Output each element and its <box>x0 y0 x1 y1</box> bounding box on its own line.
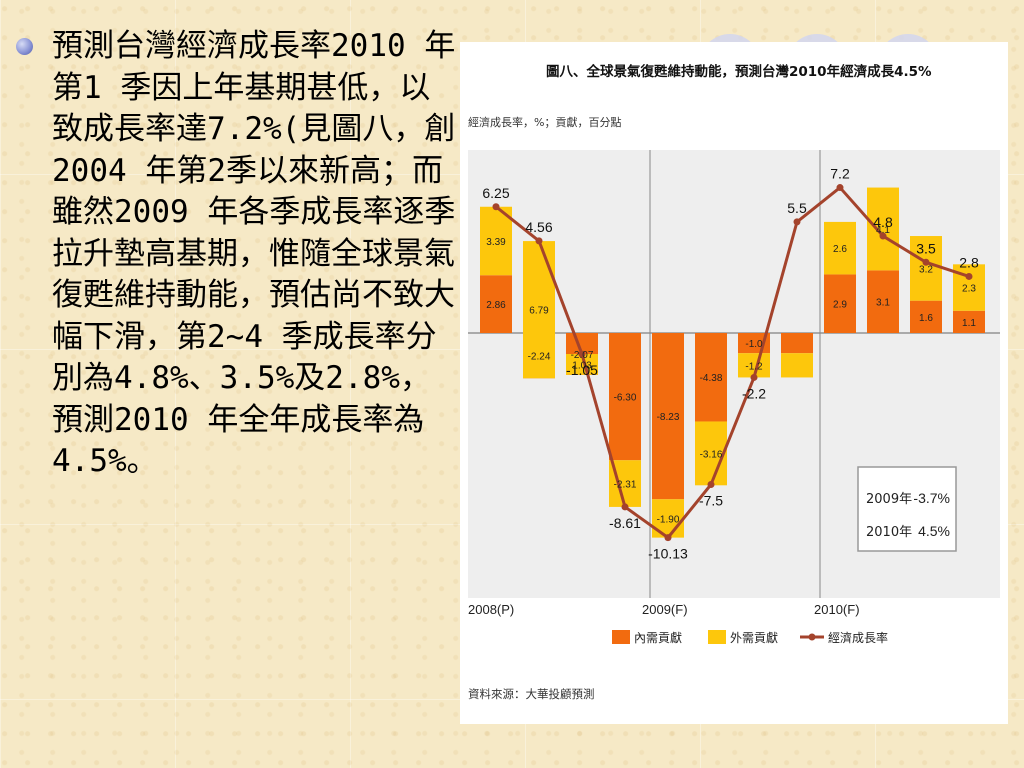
bar-domestic-2010Q3 <box>910 300 942 333</box>
chart-panel: 圖八、全球景氣復甦維持動能，預測台灣2010年經濟成長4.5% 經濟成長率，%；… <box>460 42 1008 724</box>
chart-source: 資料來源：大華投顧預測 <box>468 687 595 701</box>
growth-point-2008Q4 <box>621 503 629 511</box>
label-external-2008Q1: 3.39 <box>486 237 506 248</box>
label-external-2010Q3: 3.2 <box>919 264 933 275</box>
label-growth-2010Q4: 2.8 <box>959 254 979 270</box>
bar-domestic-2008Q1 <box>480 275 512 333</box>
label-growth-2008Q2: 4.56 <box>525 219 552 235</box>
label-domestic-2009Q3: -1.0 <box>745 339 763 350</box>
label-external-2009Q1: -1.90 <box>657 514 680 525</box>
growth-line <box>495 186 970 540</box>
x-year-label-0: 2008(P) <box>468 602 514 617</box>
bar-external-2008Q2 <box>523 241 555 379</box>
bar-domestic-2010Q2 <box>867 270 899 333</box>
summary-value-2010: 4.5% <box>918 523 950 539</box>
label-external-2008Q2: 6.79 <box>529 306 549 317</box>
bar-external-2008Q3 <box>566 354 598 375</box>
label-growth-2009Q3: -2.2 <box>742 385 766 401</box>
chart-title: 圖八、全球景氣復甦維持動能，預測台灣2010年經濟成長4.5% <box>546 63 932 80</box>
bar-external-2008Q1 <box>480 206 512 276</box>
growth-point-2010Q2 <box>879 232 887 240</box>
label-external-2008Q4: -2.31 <box>614 480 637 491</box>
label-external-2008Q3: 1.03 <box>572 360 592 371</box>
growth-point-2009Q3 <box>750 373 758 381</box>
bar-external-2009Q4 <box>781 353 813 378</box>
label-domestic-2010Q4: 1.1 <box>962 318 976 329</box>
label-growth-2008Q1: 6.25 <box>482 185 509 201</box>
summary-value-2009: -3.7% <box>913 490 950 506</box>
label-domestic-2008Q2: -2.24 <box>528 352 551 363</box>
growth-point-2009Q4 <box>793 218 801 226</box>
label-growth-2010Q1: 7.2 <box>830 166 850 182</box>
bar-domestic-2009Q1 <box>652 333 684 500</box>
x-year-label-1: 2009(F) <box>642 602 688 617</box>
legend-label-domestic: 內需貢獻 <box>634 630 682 645</box>
chart-legend: 內需貢獻 外需貢獻 經濟成長率 <box>612 630 888 645</box>
label-external-2009Q2: -3.16 <box>700 449 723 460</box>
growth-point-2008Q1 <box>492 203 500 211</box>
label-external-2009Q3: -1.2 <box>745 361 763 372</box>
label-domestic-2010Q1: 2.9 <box>833 300 847 311</box>
label-growth-2009Q4: 5.5 <box>787 200 807 216</box>
summary-box: 2009年 -3.7% 2010年 4.5% <box>857 466 957 552</box>
chart-ylabel: 經濟成長率，%；貢獻，百分點 <box>468 115 621 129</box>
growth-point-2009Q1 <box>664 534 672 542</box>
growth-point-2009Q2 <box>707 481 715 488</box>
bullet-icon <box>16 38 33 55</box>
slide-text-block: 預測台灣經濟成長率2010 年第1 季因上年基期甚低，以致成長率達7.2%(見圖… <box>16 26 461 483</box>
growth-point-2008Q3 <box>578 350 586 358</box>
label-domestic-2008Q1: 2.86 <box>486 300 506 311</box>
label-external-2010Q2: 4.1 <box>876 225 890 236</box>
label-domestic-2009Q2: -4.38 <box>700 373 723 384</box>
label-external-2010Q1: 2.6 <box>833 244 847 255</box>
x-year-label-2: 2010(F) <box>814 602 860 617</box>
growth-point-2008Q2 <box>535 237 543 245</box>
growth-point-2010Q3 <box>922 258 930 266</box>
bar-domestic-2010Q4 <box>953 310 985 333</box>
bar-external-2010Q2 <box>867 187 899 271</box>
label-domestic-2009Q1: -8.23 <box>657 412 680 423</box>
label-growth-2009Q1: -10.13 <box>648 546 688 562</box>
label-growth-2008Q4: -8.61 <box>609 515 641 531</box>
summary-label-2009: 2009年 <box>866 492 912 507</box>
growth-point-2010Q1 <box>836 184 844 192</box>
label-growth-2010Q2: 4.8 <box>873 214 893 230</box>
label-growth-2010Q3: 3.5 <box>916 240 936 256</box>
bar-external-2009Q2 <box>695 421 727 486</box>
label-domestic-2010Q2: 3.1 <box>876 298 890 309</box>
bar-external-2010Q3 <box>910 236 942 301</box>
bar-external-2010Q1 <box>824 221 856 275</box>
legend-swatch-domestic <box>612 630 630 644</box>
bar-domestic-2010Q1 <box>824 274 856 333</box>
summary-label-2010: 2010年 <box>866 525 912 540</box>
label-external-2010Q4: 2.3 <box>962 284 976 295</box>
label-growth-2009Q2: -7.5 <box>699 493 723 509</box>
legend-swatch-external <box>708 630 726 644</box>
bar-domestic-2009Q2 <box>695 333 727 422</box>
legend-label-external: 外需貢獻 <box>730 630 778 645</box>
legend-label-growth: 經濟成長率 <box>828 630 888 645</box>
slide-paragraph: 預測台灣經濟成長率2010 年第1 季因上年基期甚低，以致成長率達7.2%(見圖… <box>52 28 456 479</box>
growth-chart: 圖八、全球景氣復甦維持動能，預測台灣2010年經濟成長4.5% 經濟成長率，%；… <box>468 63 1000 701</box>
label-domestic-2010Q3: 1.6 <box>919 313 933 324</box>
bar-domestic-2008Q4 <box>609 333 641 461</box>
label-domestic-2008Q3: -2.07 <box>571 350 594 361</box>
label-growth-2008Q3: -1.05 <box>566 362 598 378</box>
legend-marker-growth <box>808 633 816 641</box>
bar-domestic-2009Q4 <box>781 333 813 354</box>
growth-point-2010Q4 <box>965 272 973 280</box>
label-domestic-2008Q4: -6.30 <box>614 393 637 404</box>
